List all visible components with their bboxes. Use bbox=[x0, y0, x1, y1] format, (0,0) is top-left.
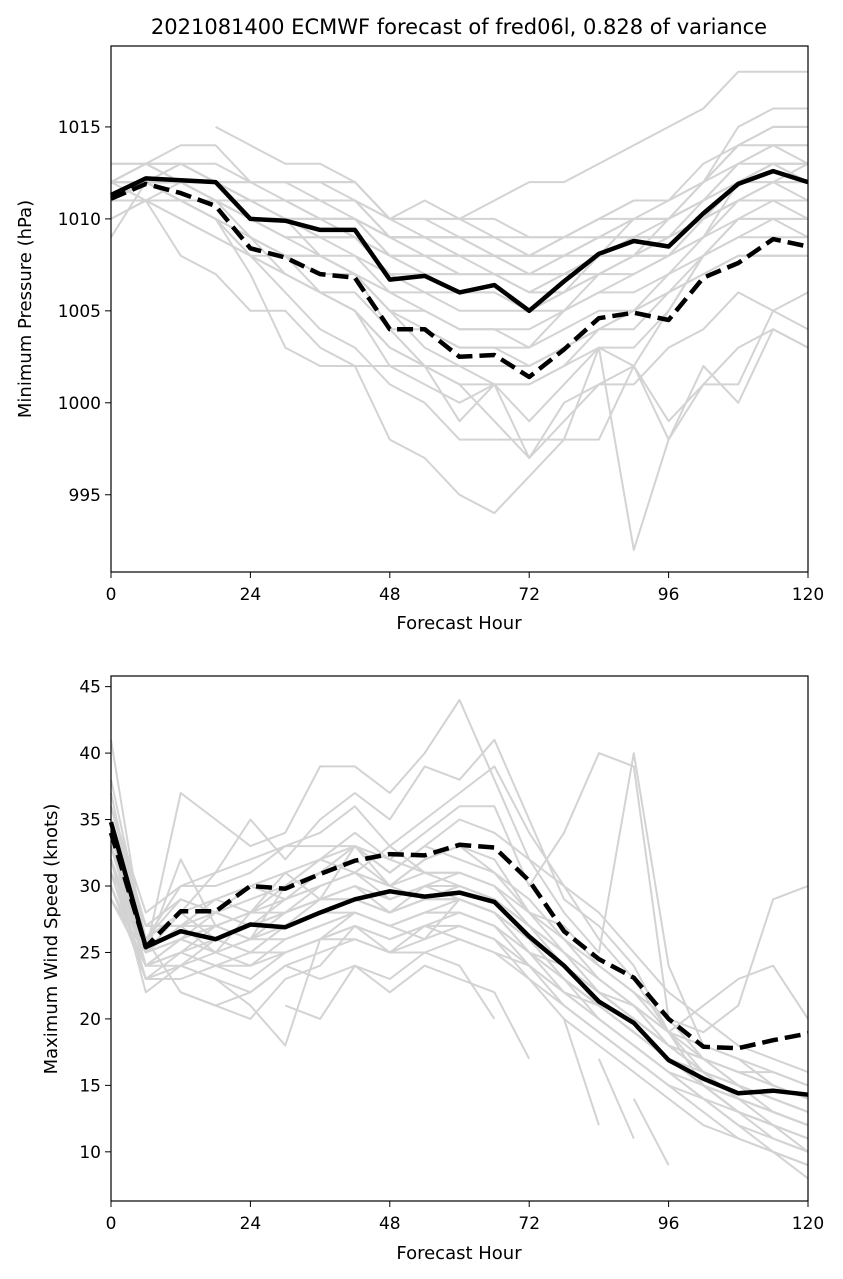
pressure-x-axis-label: Forecast Hour bbox=[396, 613, 522, 634]
wind-solid-line bbox=[108, 821, 809, 1097]
pressure-y-tick-label: 1000 bbox=[58, 394, 101, 414]
pressure-member-line-6 bbox=[110, 125, 808, 294]
pressure-x-tick-label: 24 bbox=[240, 585, 262, 605]
wind-x-tick-label: 96 bbox=[658, 1214, 680, 1234]
pressure-x-tick-label: 120 bbox=[792, 585, 824, 605]
wind-member-line-24 bbox=[110, 819, 809, 1127]
pressure-y-tick-label: 1010 bbox=[58, 210, 101, 230]
wind-member-line-6 bbox=[110, 832, 809, 1034]
wind-x-axis-label: Forecast Hour bbox=[396, 1243, 522, 1264]
wind-member-line-25 bbox=[110, 806, 809, 1113]
pressure-plot-frame bbox=[110, 45, 809, 573]
wind-x-tick-label: 24 bbox=[240, 1214, 262, 1234]
wind-member-line-8 bbox=[110, 872, 809, 1100]
summary-series-wind bbox=[108, 821, 809, 1097]
wind-y-tick-label: 40 bbox=[79, 744, 101, 764]
wind-member-line-32 bbox=[632, 1098, 670, 1166]
wind-member-line-11 bbox=[110, 859, 809, 1140]
pressure-y-axis-label: Minimum Pressure (hPa) bbox=[15, 200, 36, 418]
wind-x-tick-label: 72 bbox=[518, 1214, 540, 1234]
wind-member-line-27 bbox=[110, 859, 809, 1153]
pressure-member-line-9 bbox=[110, 181, 808, 349]
pressure-x-tick-label: 0 bbox=[106, 585, 117, 605]
chart-title: 2021081400 ECMWF forecast of fred06l, 0.… bbox=[151, 15, 767, 39]
wind-y-tick-label: 35 bbox=[79, 811, 101, 831]
pressure-y-tick-label: 995 bbox=[69, 486, 101, 506]
pressure-solid-line bbox=[110, 168, 809, 314]
wind-member-line-3 bbox=[110, 765, 809, 1074]
wind-y-tick-label: 15 bbox=[79, 1076, 101, 1096]
pressure-member-line-8 bbox=[111, 162, 808, 367]
wind-dashed-line bbox=[108, 832, 809, 1051]
pressure-member-line-7 bbox=[111, 162, 808, 257]
pressure-x-tick-label: 48 bbox=[379, 585, 401, 605]
wind-member-line-14 bbox=[110, 845, 809, 1127]
pressure-member-line-31 bbox=[110, 181, 808, 367]
pressure-member-line-30 bbox=[111, 162, 808, 404]
wind-member-line-21 bbox=[110, 832, 809, 1140]
pressure-member-line-23 bbox=[215, 70, 808, 220]
wind-member-line-2 bbox=[110, 738, 809, 1113]
pressure-member-line-25 bbox=[110, 181, 809, 515]
wind-member-line-31 bbox=[597, 1058, 635, 1139]
wind-x-tick-label: 48 bbox=[379, 1214, 401, 1234]
wind-y-axis-label: Maximum Wind Speed (knots) bbox=[41, 804, 62, 1075]
wind-y-tick-label: 30 bbox=[79, 877, 101, 897]
wind-y-tick-label: 10 bbox=[79, 1143, 101, 1163]
pressure-member-line-19 bbox=[110, 181, 809, 276]
pressure-x-tick-label: 72 bbox=[518, 585, 540, 605]
pressure-panel: 0 24 48 72 96 120 995 1000 1005 1010 1015 Forecas… bbox=[15, 45, 824, 634]
wind-y-tick-label: 25 bbox=[79, 943, 101, 963]
wind-member-line-29 bbox=[284, 964, 531, 1060]
pressure-y-tick-label: 1005 bbox=[58, 302, 101, 322]
wind-member-line-22 bbox=[110, 845, 809, 1167]
wind-x-ticks: 0 24 48 72 96 120 bbox=[106, 1201, 824, 1234]
wind-member-line-5 bbox=[110, 752, 809, 1087]
pressure-x-tick-label: 96 bbox=[658, 585, 680, 605]
summary-series-pressure bbox=[110, 168, 809, 380]
wind-member-line-26 bbox=[110, 872, 809, 1167]
wind-member-line-30 bbox=[563, 1018, 600, 1126]
pressure-x-ticks: 0 24 48 72 96 120 bbox=[106, 572, 824, 605]
pressure-y-ticks: 995 1000 1005 1010 1015 bbox=[58, 118, 111, 506]
pressure-member-line-18 bbox=[110, 162, 809, 257]
pressure-dashed-line bbox=[110, 181, 809, 380]
wind-member-line-28 bbox=[180, 951, 496, 1020]
pressure-y-tick-label: 1015 bbox=[58, 118, 101, 138]
wind-y-tick-label: 20 bbox=[79, 1010, 101, 1030]
wind-panel: 0 24 48 72 96 120 10 15 20 25 30 35 40 45 Forecast H… bbox=[41, 675, 824, 1264]
wind-plot-frame bbox=[110, 675, 809, 1202]
wind-x-tick-label: 0 bbox=[106, 1214, 117, 1234]
ensemble-members-pressure bbox=[110, 70, 809, 551]
wind-y-tick-label: 45 bbox=[79, 678, 101, 698]
wind-x-tick-label: 120 bbox=[792, 1214, 824, 1234]
wind-member-line-23 bbox=[110, 898, 809, 1180]
wind-y-ticks: 10 15 20 25 30 35 40 45 bbox=[79, 678, 111, 1163]
